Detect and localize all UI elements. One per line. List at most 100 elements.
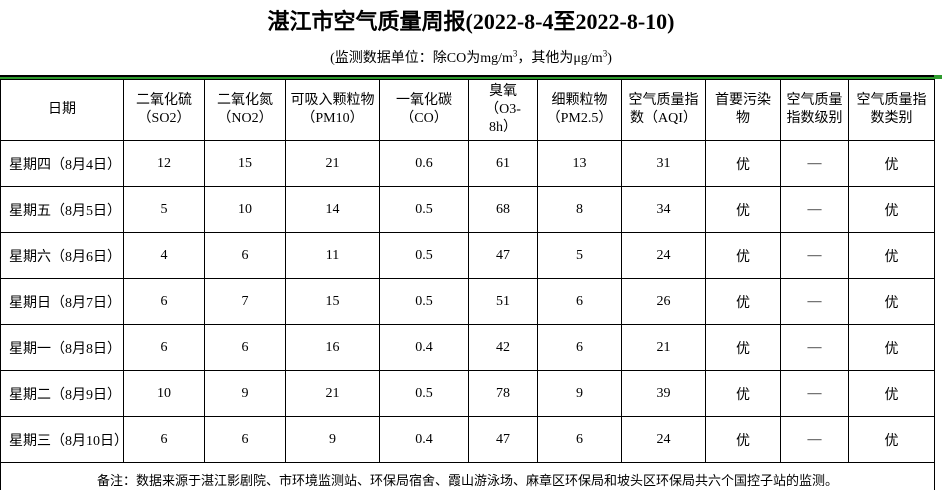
table-row: 星期五（8月5日） 5 10 14 0.5 68 8 34 优 — 优	[0, 186, 935, 233]
value-cell: 9	[537, 370, 622, 417]
black-divider-line	[0, 75, 934, 77]
remark-label: 备注：	[96, 473, 136, 488]
date-cell: 星期二（8月9日）	[0, 370, 124, 417]
value-cell: 15	[204, 140, 286, 187]
table-row: 星期日（8月7日） 6 7 15 0.5 51 6 26 优 — 优	[0, 278, 935, 325]
value-cell: 31	[621, 140, 706, 187]
table-row: 星期三（8月10日） 6 6 9 0.4 47 6 24 优 — 优	[0, 416, 935, 463]
value-cell: —	[780, 140, 849, 187]
col-header-pm10: 可吸入颗粒物 （PM10）	[285, 79, 380, 141]
value-cell: 6	[123, 278, 205, 325]
date-cell: 星期四（8月4日）	[0, 140, 124, 187]
value-cell: 0.4	[379, 324, 469, 371]
green-divider-line	[0, 75, 942, 79]
value-cell: —	[780, 186, 849, 233]
value-cell: 优	[705, 186, 781, 233]
col-header-pm25: 细颗粒物 （PM2.5）	[537, 79, 622, 141]
value-cell: 42	[468, 324, 538, 371]
value-cell: 优	[848, 416, 935, 463]
value-cell: 6	[537, 324, 622, 371]
value-cell: 优	[705, 232, 781, 279]
value-cell: 39	[621, 370, 706, 417]
col-header-no2: 二氧化氮 （NO2）	[204, 79, 286, 141]
value-cell: 61	[468, 140, 538, 187]
subtitle-superscript: 3	[512, 48, 518, 59]
value-cell: 优	[705, 278, 781, 325]
value-cell: 0.5	[379, 232, 469, 279]
value-cell: 优	[705, 324, 781, 371]
air-quality-table: 日期 二氧化硫 （SO2） 二氧化氮 （NO2） 可吸入颗粒物 （PM10） 一…	[0, 79, 935, 490]
value-cell: 优	[848, 232, 935, 279]
value-cell: 8	[537, 186, 622, 233]
value-cell: 6	[204, 416, 286, 463]
value-cell: 优	[705, 140, 781, 187]
value-cell: 51	[468, 278, 538, 325]
value-cell: 6	[204, 232, 286, 279]
date-cell: 星期三（8月10日）	[0, 416, 124, 463]
value-cell: 13	[537, 140, 622, 187]
value-cell: 优	[848, 370, 935, 417]
value-cell: —	[780, 232, 849, 279]
header-row: 日期 二氧化硫 （SO2） 二氧化氮 （NO2） 可吸入颗粒物 （PM10） 一…	[0, 79, 935, 141]
value-cell: 11	[285, 232, 380, 279]
value-cell: —	[780, 324, 849, 371]
value-cell: 优	[848, 140, 935, 187]
remark-cell: 备注：数据来源于湛江影剧院、市环境监测站、环保局宿舍、霞山游泳场、麻章区环保局和…	[0, 462, 935, 490]
value-cell: 优	[705, 370, 781, 417]
value-cell: 68	[468, 186, 538, 233]
table-row: 星期四（8月4日） 12 15 21 0.6 61 13 31 优 — 优	[0, 140, 935, 187]
value-cell: 24	[621, 232, 706, 279]
value-cell: 21	[621, 324, 706, 371]
date-cell: 星期六（8月6日）	[0, 232, 124, 279]
remark-row: 备注：数据来源于湛江影剧院、市环境监测站、环保局宿舍、霞山游泳场、麻章区环保局和…	[0, 462, 935, 490]
value-cell: 16	[285, 324, 380, 371]
table-body: 星期四（8月4日） 12 15 21 0.6 61 13 31 优 — 优星期五（8月5日） 5 10 1…	[0, 140, 935, 463]
table-row: 星期二（8月9日） 10 9 21 0.5 78 9 39 优 — 优	[0, 370, 935, 417]
col-header-aqi-level: 空气质量 指数级别	[780, 79, 849, 141]
value-cell: 15	[285, 278, 380, 325]
value-cell: 优	[848, 186, 935, 233]
value-cell: 6	[537, 416, 622, 463]
col-header-so2: 二氧化硫 （SO2）	[123, 79, 205, 141]
value-cell: 优	[848, 324, 935, 371]
value-cell: 34	[621, 186, 706, 233]
date-cell: 星期五（8月5日）	[0, 186, 124, 233]
subtitle-text-pre: (监测数据单位：除CO为mg/m	[330, 51, 513, 66]
value-cell: 5	[123, 186, 205, 233]
col-header-aqi: 空气质量指 数（AQI）	[621, 79, 706, 141]
date-cell: 星期一（8月8日）	[0, 324, 124, 371]
table-row: 星期一（8月8日） 6 6 16 0.4 42 6 21 优 — 优	[0, 324, 935, 371]
value-cell: 24	[621, 416, 706, 463]
col-header-o3: 臭氧 （O3- 8h）	[468, 79, 538, 141]
date-cell: 星期日（8月7日）	[0, 278, 124, 325]
value-cell: 6	[123, 416, 205, 463]
subtitle-text-mid: ，其他为μg/m	[517, 51, 603, 66]
value-cell: 0.5	[379, 370, 469, 417]
value-cell: 12	[123, 140, 205, 187]
value-cell: 14	[285, 186, 380, 233]
value-cell: 78	[468, 370, 538, 417]
table-row: 星期六（8月6日） 4 6 11 0.5 47 5 24 优 — 优	[0, 232, 935, 279]
value-cell: 26	[621, 278, 706, 325]
page-subtitle: (监测数据单位：除CO为mg/m3，其他为μg/m3)	[0, 48, 942, 68]
value-cell: 优	[848, 278, 935, 325]
col-header-aqi-category: 空气质量指 数类别	[848, 79, 935, 141]
value-cell: 5	[537, 232, 622, 279]
value-cell: —	[780, 278, 849, 325]
value-cell: 9	[204, 370, 286, 417]
col-header-co: 一氧化碳 （CO）	[379, 79, 469, 141]
value-cell: 10	[204, 186, 286, 233]
value-cell: 6	[123, 324, 205, 371]
value-cell: 47	[468, 416, 538, 463]
col-header-date: 日期	[0, 79, 124, 141]
value-cell: 6	[204, 324, 286, 371]
value-cell: 4	[123, 232, 205, 279]
subtitle-text-post: )	[607, 51, 612, 66]
value-cell: 优	[705, 416, 781, 463]
value-cell: —	[780, 370, 849, 417]
value-cell: 0.5	[379, 278, 469, 325]
page-title: 湛江市空气质量周报(2022-8-4至2022-8-10)	[267, 9, 675, 34]
value-cell: 7	[204, 278, 286, 325]
value-cell: 0.5	[379, 186, 469, 233]
